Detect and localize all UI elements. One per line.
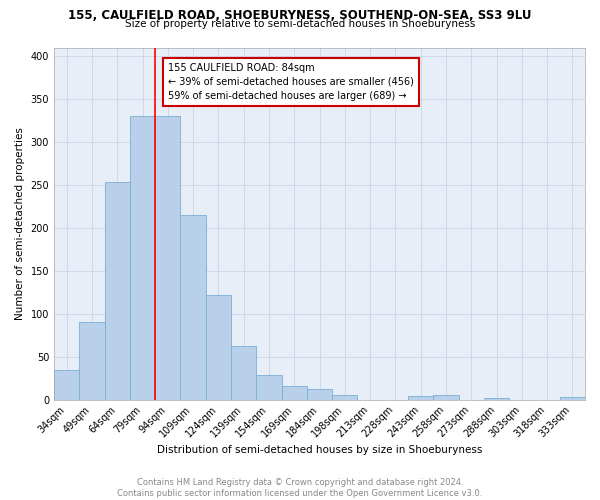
Bar	[155, 116, 181, 400]
Bar	[408, 396, 433, 400]
Text: 155 CAULFIELD ROAD: 84sqm
← 39% of semi-detached houses are smaller (456)
59% of: 155 CAULFIELD ROAD: 84sqm ← 39% of semi-…	[168, 63, 413, 101]
Y-axis label: Number of semi-detached properties: Number of semi-detached properties	[15, 127, 25, 320]
Bar	[181, 215, 206, 400]
Bar	[206, 295, 231, 400]
Bar	[560, 397, 585, 400]
X-axis label: Distribution of semi-detached houses by size in Shoeburyness: Distribution of semi-detached houses by …	[157, 445, 482, 455]
Bar	[433, 396, 458, 400]
Text: Size of property relative to semi-detached houses in Shoeburyness: Size of property relative to semi-detach…	[125, 19, 475, 29]
Text: Contains HM Land Registry data © Crown copyright and database right 2024.
Contai: Contains HM Land Registry data © Crown c…	[118, 478, 482, 498]
Bar	[332, 394, 358, 400]
Bar	[484, 398, 509, 400]
Text: 155, CAULFIELD ROAD, SHOEBURYNESS, SOUTHEND-ON-SEA, SS3 9LU: 155, CAULFIELD ROAD, SHOEBURYNESS, SOUTH…	[68, 9, 532, 22]
Bar	[54, 370, 79, 400]
Bar	[307, 388, 332, 400]
Bar	[256, 375, 281, 400]
Bar	[231, 346, 256, 400]
Bar	[79, 322, 104, 400]
Bar	[281, 386, 307, 400]
Bar	[130, 116, 155, 400]
Bar	[104, 182, 130, 400]
